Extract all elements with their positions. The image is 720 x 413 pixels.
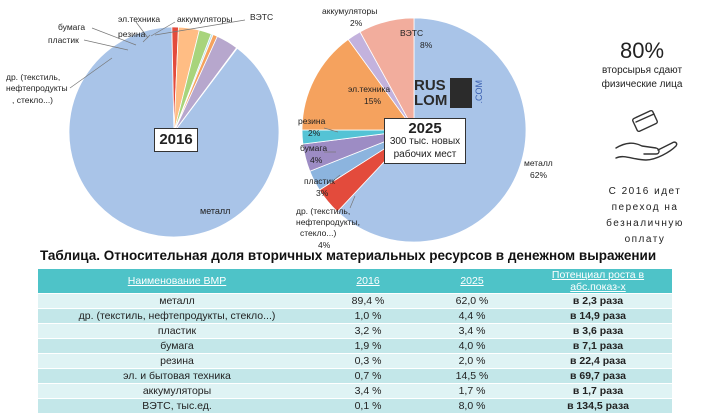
pie-2025-label-vets: ВЭТС	[400, 28, 423, 38]
cell-name: бумага	[38, 339, 316, 354]
cell-growth: в 134,5 раза	[524, 399, 672, 413]
pie-2025-label-paper: бумага	[300, 143, 327, 153]
column-header-name: Наименование ВМР	[38, 269, 316, 294]
pie-2025-center-box: 2025 300 тыс. новых рабочих мест	[384, 118, 466, 164]
pie-2025-value-paper: 4%	[310, 155, 323, 165]
cashless-note-2: переход на	[590, 200, 700, 216]
cashless-note-1: С 2016 идет	[590, 184, 700, 200]
cell-name: др. (текстиль, нефтепродукты, стекло...)	[38, 309, 316, 324]
cell-name: металл	[38, 294, 316, 309]
cell-growth: в 69,7 раза	[524, 369, 672, 384]
pie-2025-label-electro: эл.техника	[348, 84, 390, 94]
cell-2016: 3,4 %	[316, 384, 420, 399]
pie-2025-value-vets: 8%	[420, 40, 433, 50]
cashless-note: С 2016 идет переход на безналичную оплат…	[590, 184, 700, 248]
cell-name: резина	[38, 354, 316, 369]
pie-2016-label-other: др. (текстиль,	[6, 72, 60, 82]
pie-2016-label-vets: ВЭТС	[250, 12, 273, 22]
cell-name: пластик	[38, 324, 316, 339]
table-title: Таблица. Относительная доля вторичных ма…	[40, 248, 656, 263]
ruslom-logo: RUS LOM .COM	[414, 78, 490, 112]
cell-2025: 4,4 %	[420, 309, 524, 324]
pie-2025-label-accum: аккумуляторы	[322, 6, 377, 16]
cell-2025: 2,0 %	[420, 354, 524, 369]
pie-2025-value-accum: 2%	[350, 18, 363, 28]
cell-growth: в 3,6 раза	[524, 324, 672, 339]
cell-growth: в 14,9 раза	[524, 309, 672, 324]
cell-2025: 8,0 %	[420, 399, 524, 413]
pie-2025-year-label: 2025	[385, 122, 465, 135]
pie-2016-label-accum: аккумуляторы	[177, 14, 232, 24]
table-row: др. (текстиль, нефтепродукты, стекло...)…	[38, 309, 672, 324]
individuals-note-2: физические лица	[584, 78, 700, 92]
pie-2025-value-electro: 15%	[364, 96, 381, 106]
pie-2025-label-metal: металл	[524, 158, 553, 168]
logo-text: RUS LOM	[414, 78, 447, 108]
column-header-2025: 2025	[420, 269, 524, 294]
hand-card-icon	[612, 108, 682, 166]
cell-name: аккумуляторы	[38, 384, 316, 399]
pie-2016-label-paper: бумага	[58, 22, 85, 32]
column-header-2016: 2016	[316, 269, 420, 294]
pie-2016-label-plastic: пластик	[48, 35, 79, 45]
jobs-note: 300 тыс. новых рабочих мест	[385, 135, 465, 161]
logo-text-top: RUS	[414, 78, 447, 93]
cell-2016: 0,7 %	[316, 369, 420, 384]
pie-2016-label-other-2: нефтепродукты	[6, 83, 68, 93]
cell-2016: 1,0 %	[316, 309, 420, 324]
pie-2025-value-metal: 62%	[530, 170, 547, 180]
pie-2025-value-plastic: 3%	[316, 188, 329, 198]
pie-2016-label-electro: эл.техника	[118, 14, 160, 24]
cell-growth: в 22,4 раза	[524, 354, 672, 369]
individuals-panel: 80% вторсырья сдают физические лица	[584, 38, 700, 92]
pie-2025-label-other-2: нефтепродукты,	[296, 217, 360, 227]
cell-2025: 14,5 %	[420, 369, 524, 384]
cell-2016: 1,9 %	[316, 339, 420, 354]
individuals-note-1: вторсырья сдают	[584, 64, 700, 78]
cell-2025: 1,7 %	[420, 384, 524, 399]
table-row: ВЭТС, тыс.ед.0,1 %8,0 %в 134,5 раза	[38, 399, 672, 413]
column-header-growth: Потенциал роста в абс.показ-х	[524, 269, 672, 294]
vmr-table: Наименование ВМР 2016 2025 Потенциал рос…	[38, 269, 672, 413]
pie-2016-label-other-3: , стекло...)	[12, 95, 53, 105]
cashless-note-4: оплату	[590, 232, 700, 248]
table-header-row: Наименование ВМР 2016 2025 Потенциал рос…	[38, 269, 672, 294]
pie-2025-label-rubber: резина	[298, 116, 326, 126]
pie-2025-label-other: др. (текстиль,	[296, 206, 350, 216]
cell-2016: 89,4 %	[316, 294, 420, 309]
cell-growth: в 2,3 раза	[524, 294, 672, 309]
cashless-note-3: безналичную	[590, 216, 700, 232]
cell-2016: 3,2 %	[316, 324, 420, 339]
cell-2025: 4,0 %	[420, 339, 524, 354]
logo-com: .COM	[474, 80, 484, 104]
cell-growth: в 1,7 раза	[524, 384, 672, 399]
cell-2016: 0,1 %	[316, 399, 420, 413]
pie-2016-label-rubber: резина	[118, 29, 146, 39]
cell-2016: 0,3 %	[316, 354, 420, 369]
cell-growth: в 7,1 раза	[524, 339, 672, 354]
logo-text-bottom: LOM	[414, 93, 447, 108]
pie-2025-value-rubber: 2%	[308, 128, 321, 138]
logo-mark-icon	[450, 78, 472, 108]
cell-name: ВЭТС, тыс.ед.	[38, 399, 316, 413]
cell-name: эл. и бытовая техника	[38, 369, 316, 384]
pie-2016-year-label: 2016	[154, 128, 198, 152]
individuals-percent: 80%	[584, 38, 700, 64]
cell-2025: 62,0 %	[420, 294, 524, 309]
pie-2016-label-metal: металл	[200, 206, 230, 216]
pie-2025-label-other-3: стекло...)	[300, 228, 336, 238]
pie-2025-label-plastic: пластик	[304, 176, 335, 186]
cell-2025: 3,4 %	[420, 324, 524, 339]
